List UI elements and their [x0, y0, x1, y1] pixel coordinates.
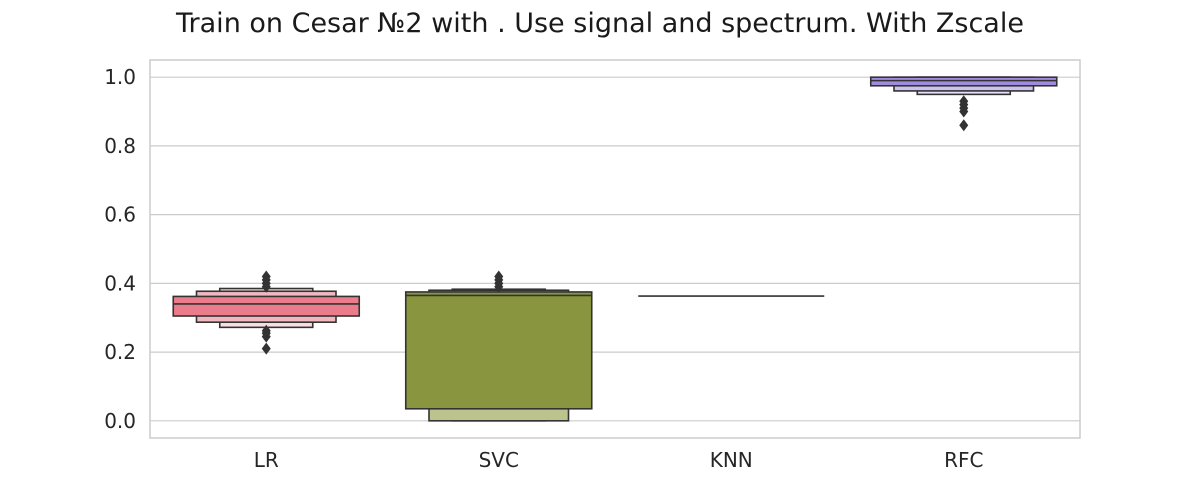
boxen-svc — [404, 288, 593, 422]
y-tick-label: 0.8 — [104, 134, 136, 158]
chart-title: Train on Cesar №2 with . Use signal and … — [175, 8, 1024, 39]
outlier-marker — [261, 342, 271, 355]
y-tick-label: 0.4 — [104, 271, 136, 295]
boxen-lr — [172, 287, 361, 329]
y-axis-ticks: 0.0 0.2 0.4 0.6 0.8 1.0 — [104, 65, 136, 433]
outlier-marker — [959, 95, 969, 108]
y-tick-label: 0.2 — [104, 340, 136, 364]
x-tick-label: RFC — [944, 448, 983, 472]
outlier-marker — [494, 270, 504, 283]
letter-value-box — [869, 76, 1058, 87]
letter-value-box — [404, 291, 593, 410]
plot-frame — [149, 59, 1081, 439]
x-axis-ticks: LR SVC KNN RFC — [254, 448, 984, 472]
x-tick-label: LR — [254, 448, 279, 472]
x-tick-label: SVC — [479, 448, 519, 472]
outlier-marker — [959, 119, 969, 132]
y-tick-label: 0.6 — [104, 203, 136, 227]
boxen-rfc — [869, 76, 1058, 96]
x-tick-label: KNN — [710, 448, 753, 472]
y-tick-label: 1.0 — [104, 65, 136, 89]
outliers — [261, 95, 969, 355]
boxes — [172, 76, 1058, 422]
y-tick-label: 0.0 — [104, 409, 136, 433]
outlier-marker — [261, 270, 271, 283]
grid — [150, 76, 1080, 422]
outlier-marker — [261, 324, 271, 337]
letter-value-box — [172, 295, 361, 317]
